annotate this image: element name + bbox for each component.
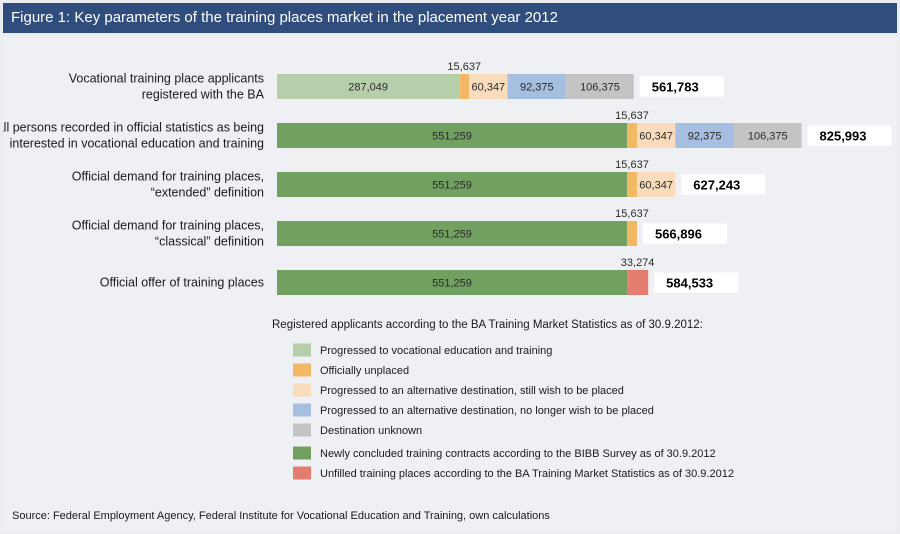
bar-segment-1-1	[627, 123, 637, 148]
segment-value-0-3: 92,375	[520, 82, 554, 94]
source-note: Source: Federal Employment Agency, Feder…	[12, 510, 550, 522]
legend-label-unfilled: Unfilled training places according to th…	[320, 468, 734, 480]
legend-swatch-alt_no_longer	[293, 403, 311, 417]
bar-segment-0-3	[507, 74, 567, 99]
bar-segment-0-4	[566, 74, 634, 99]
legend-swatch-alt_still	[293, 383, 311, 397]
total-box-4	[654, 272, 739, 293]
category-label-2-0: Official demand for training places,	[72, 170, 264, 184]
legend-label-alt_still: Progressed to an alternative destination…	[320, 385, 624, 397]
segment-value-0-0: 287,049	[348, 82, 388, 94]
legend-swatch-unfilled	[293, 466, 311, 480]
category-label-1-0: All persons recorded in official statist…	[3, 121, 264, 135]
total-value-1: 825,993	[820, 129, 867, 144]
category-label-0-1: registered with the BA	[142, 88, 265, 102]
total-box-0	[639, 76, 724, 97]
segment-value-0-2: 60,347	[472, 82, 506, 94]
legend-label-unplaced: Officially unplaced	[320, 365, 409, 377]
legend-swatch-unknown	[293, 423, 311, 437]
chart-panel: Vocational training place applicants regi…	[3, 37, 897, 531]
segment-value-2-0: 551,259	[432, 180, 472, 192]
bar-segment-4-1	[627, 270, 649, 295]
segment-value-2-2: 60,347	[639, 180, 673, 192]
category-label-3-0: Official demand for training places,	[72, 219, 264, 233]
bar-segment-3-0	[277, 221, 628, 246]
legend-heading: Registered applicants according to the B…	[272, 319, 703, 331]
bar-segment-1-4	[733, 123, 802, 148]
category-label-4-0: Official offer of training places	[100, 276, 264, 290]
total-box-3	[642, 223, 727, 244]
bar-segment-0-0	[277, 74, 460, 99]
legend-swatch-unplaced	[293, 363, 311, 377]
bar-segment-2-1	[627, 172, 637, 197]
bar-segment-1-3	[675, 123, 734, 148]
segment-value-above-1-1: 15,637	[615, 110, 649, 122]
bar-segment-3-1	[627, 221, 637, 246]
total-value-0: 561,783	[652, 80, 699, 95]
bar-segment-2-0	[277, 172, 628, 197]
segment-value-3-0: 551,259	[432, 229, 472, 241]
segment-value-0-4: 106,375	[580, 82, 620, 94]
total-value-3: 566,896	[655, 227, 702, 242]
legend-label-alt_no_longer: Progressed to an alternative destination…	[320, 405, 654, 417]
category-label-1-1: interested in vocational education and t…	[10, 137, 264, 151]
legend-label-unknown: Destination unknown	[320, 425, 422, 437]
segment-value-above-0-1: 15,637	[447, 61, 481, 73]
segment-value-above-3-1: 15,637	[615, 208, 649, 220]
segment-value-above-2-1: 15,637	[615, 159, 649, 171]
segment-value-1-3: 92,375	[688, 131, 722, 143]
segment-value-1-2: 60,347	[639, 131, 673, 143]
bar-segment-1-2	[636, 123, 676, 148]
stacked-bar-chart: Vocational training place applicants regi…	[3, 61, 892, 522]
segment-value-4-0: 551,259	[432, 278, 472, 290]
category-label-2-1: “extended” definition	[151, 186, 264, 200]
bar-segment-0-1	[459, 74, 470, 99]
segment-value-1-0: 551,259	[432, 131, 472, 143]
total-box-1	[807, 125, 892, 146]
legend-swatch-progressed	[293, 343, 311, 357]
bar-segment-2-2	[636, 172, 676, 197]
legend-label-progressed: Progressed to vocational education and t…	[320, 345, 552, 357]
bar-segment-0-2	[469, 74, 508, 99]
category-label-0-0: Vocational training place applicants	[69, 72, 264, 86]
figure-title: Figure 1: Key parameters of the training…	[3, 3, 897, 33]
total-value-2: 627,243	[693, 178, 740, 193]
segment-value-above-4-1: 33,274	[621, 257, 655, 269]
segment-value-1-4: 106,375	[748, 131, 788, 143]
bar-segment-4-0	[277, 270, 628, 295]
total-box-2	[681, 174, 766, 195]
legend-label-contracts: Newly concluded training contracts accor…	[320, 448, 716, 460]
bar-segment-1-0	[277, 123, 628, 148]
category-label-3-1: “classical” definition	[155, 235, 264, 249]
legend-swatch-contracts	[293, 446, 311, 460]
total-value-4: 584,533	[666, 276, 713, 291]
